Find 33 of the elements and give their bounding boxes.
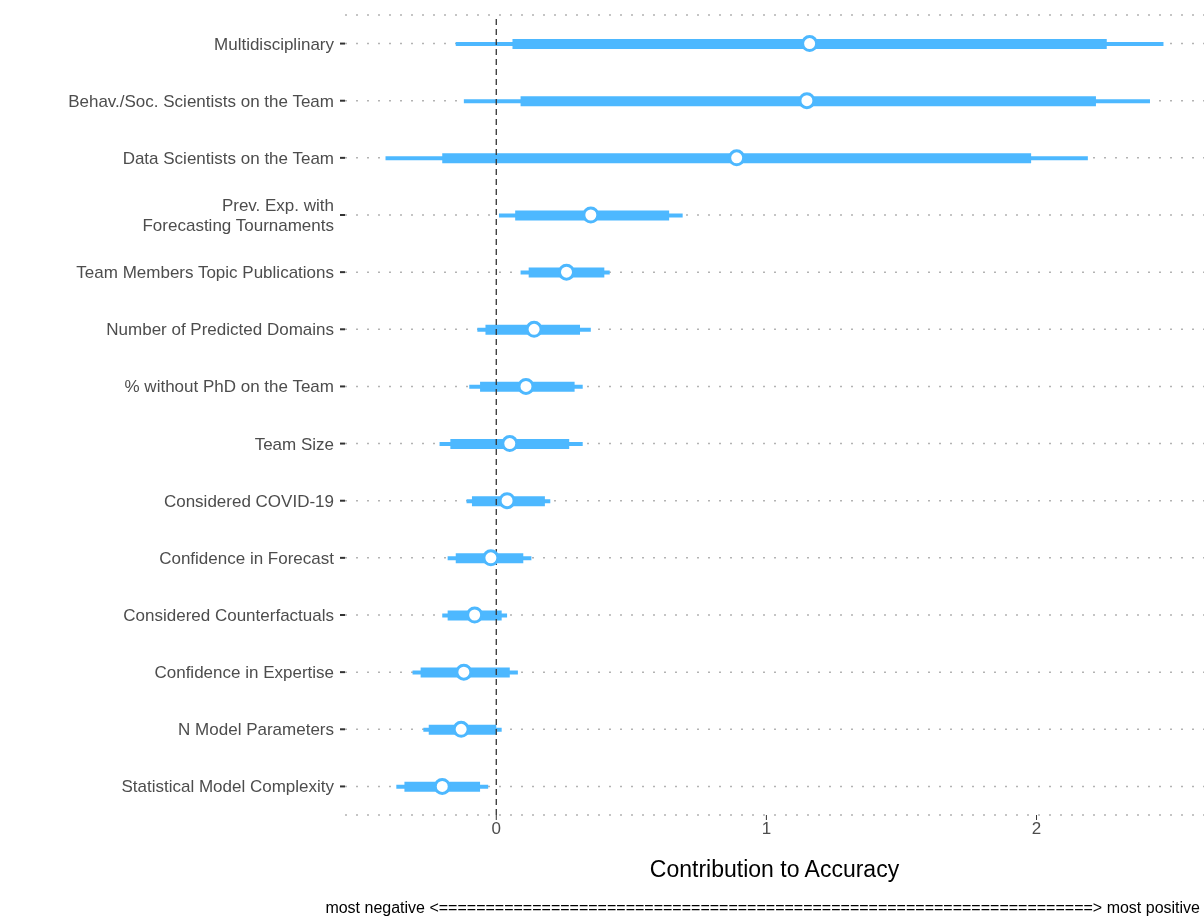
y-tick-label: Prev. Exp. with Forecasting Tournaments	[142, 196, 334, 235]
x-tick-label: 2	[1031, 819, 1042, 839]
y-tick-label: Behav./Soc. Scientists on the Team	[68, 91, 334, 111]
y-tick-label: Number of Predicted Domains	[106, 320, 334, 340]
y-tick-label: % without PhD on the Team	[124, 377, 334, 397]
y-tick-label: Considered Counterfactuals	[123, 606, 334, 625]
point	[498, 492, 516, 510]
point	[433, 777, 451, 795]
y-tick-label: Team Size	[254, 434, 334, 454]
point	[558, 263, 575, 281]
y-tick-label: Multidisciplinary	[214, 34, 335, 54]
point	[466, 606, 484, 624]
point	[525, 320, 543, 338]
point	[728, 149, 746, 167]
y-tick-label: Confidence in Forecast	[159, 548, 335, 568]
point	[517, 377, 535, 395]
y-tick-label: N Model Parameters	[178, 720, 334, 740]
point	[501, 435, 519, 453]
y-tick-label: Confidence in Expertise	[154, 663, 334, 683]
y-tick-label: Data Scientists on the Team	[122, 148, 334, 168]
y-tick-label: Statistical Model Complexity	[121, 777, 335, 797]
point	[798, 92, 816, 110]
y-tick-label: Considered COVID-19	[163, 491, 334, 511]
point	[452, 720, 470, 738]
y-tick-label: Team Members Topic Publications	[76, 263, 334, 283]
x-tick-label: 0	[491, 819, 501, 839]
text: most negative <======================================================================> most positive	[325, 899, 1200, 917]
point	[455, 663, 473, 681]
point	[582, 206, 600, 224]
x-tick-label: 1	[761, 819, 772, 839]
point	[482, 549, 500, 567]
point	[801, 35, 819, 53]
x-axis-title: Contribution to Accuracy	[649, 856, 900, 882]
